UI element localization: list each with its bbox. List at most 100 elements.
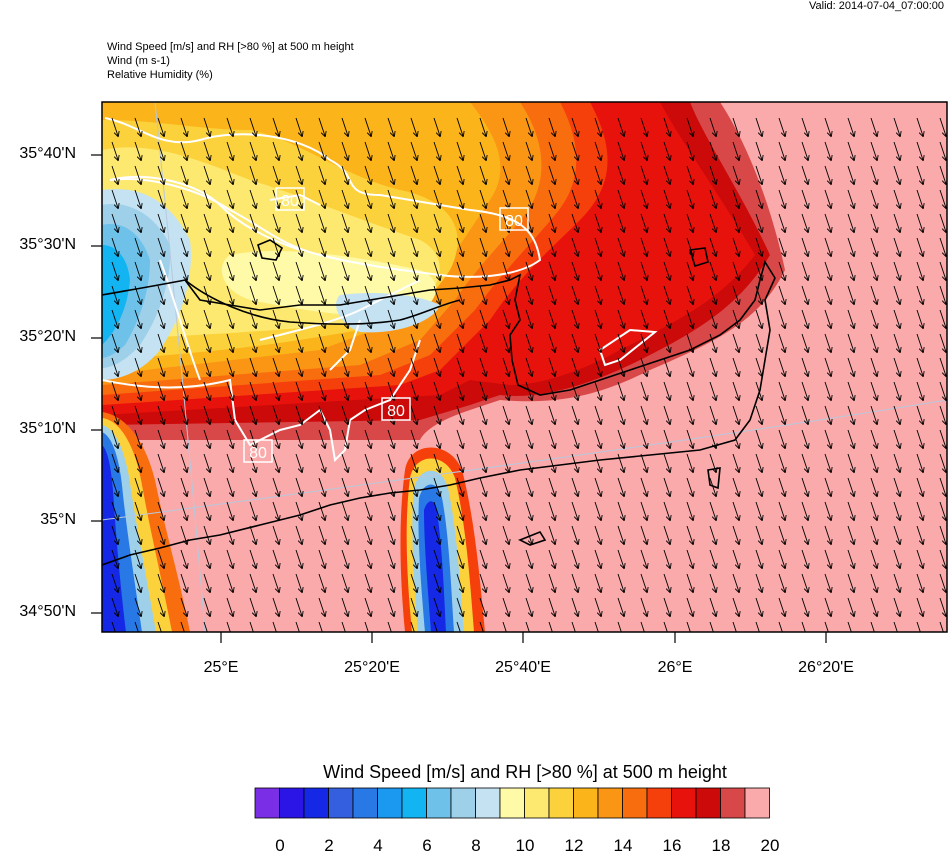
wind-vector <box>134 381 141 400</box>
wind-vector <box>870 573 877 592</box>
wind-vector <box>824 165 831 184</box>
wind-vector <box>295 165 302 184</box>
wind-vector <box>226 573 233 592</box>
wind-vector <box>134 453 141 472</box>
wind-vector <box>341 477 348 496</box>
wind-vector <box>939 405 946 424</box>
wind-vector <box>502 237 509 256</box>
wind-vector <box>732 165 739 184</box>
wind-vector <box>732 261 739 280</box>
wind-vector <box>111 405 118 424</box>
lat-label-6: 34°50'N <box>19 603 76 620</box>
wind-vector <box>939 525 946 544</box>
wind-vector <box>502 621 507 632</box>
wind-vector <box>318 357 325 376</box>
wind-vector <box>778 117 785 136</box>
wind-vector <box>732 549 739 568</box>
wind-vector <box>433 141 440 160</box>
wind-vector <box>157 141 164 160</box>
wind-vector <box>502 573 509 592</box>
wind-vector <box>134 621 139 632</box>
wind-vector <box>456 381 463 400</box>
rh-label-1: 80 <box>281 193 299 210</box>
wind-vector <box>157 309 164 328</box>
wind-vector <box>939 309 946 328</box>
wind-vector <box>617 189 624 208</box>
wind-vector <box>180 477 187 496</box>
wind-vector <box>410 309 417 328</box>
wind-vector <box>525 453 532 472</box>
wind-vector <box>847 405 854 424</box>
wind-vector <box>525 165 532 184</box>
wind-vector <box>916 597 923 616</box>
wind-vector <box>778 165 785 184</box>
wind-vector <box>824 309 831 328</box>
wind-vector <box>525 285 532 304</box>
wind-vector <box>755 453 762 472</box>
wind-vector <box>916 357 923 376</box>
wind-vector <box>778 333 785 352</box>
wind-vector <box>111 261 118 280</box>
wind-vector <box>732 189 739 208</box>
wind-vector <box>640 405 647 424</box>
wind-vector <box>456 357 463 376</box>
wind-vector <box>709 405 716 424</box>
wind-vector <box>801 573 808 592</box>
cb-tick-4: 4 <box>373 836 383 855</box>
wind-vector <box>548 141 555 160</box>
wind-vector <box>709 477 716 496</box>
wind-vector <box>778 453 785 472</box>
wind-vector <box>778 237 785 256</box>
wind-vector <box>341 261 348 280</box>
wind-vector <box>433 285 440 304</box>
wind-vector <box>870 453 877 472</box>
wind-vector <box>410 261 417 280</box>
wind-vector <box>180 141 187 160</box>
wind-vector <box>318 117 325 136</box>
wind-vector <box>180 429 187 448</box>
wind-vector <box>571 285 578 304</box>
wind-vector <box>525 189 532 208</box>
wind-vector <box>617 237 624 256</box>
colorbar-swatch <box>328 787 354 819</box>
wind-vector <box>640 477 647 496</box>
wind-vector <box>203 573 210 592</box>
wind-vector <box>801 381 808 400</box>
wind-vector <box>479 117 486 136</box>
wind-vector <box>111 501 118 520</box>
wind-vector <box>847 357 854 376</box>
wind-vector <box>157 429 164 448</box>
wind-vector <box>157 549 164 568</box>
wind-vector <box>410 381 417 400</box>
wind-vector <box>456 333 463 352</box>
wind-vector <box>341 549 348 568</box>
wind-vector <box>157 261 164 280</box>
wind-vector <box>318 333 325 352</box>
wind-vector <box>410 477 417 496</box>
wind-vector <box>686 141 693 160</box>
wind-vector <box>157 357 164 376</box>
wind-vector <box>571 381 578 400</box>
wind-vector <box>433 525 440 544</box>
wind-vector <box>203 429 210 448</box>
wind-vector <box>709 213 716 232</box>
title-line-3: Relative Humidity (%) <box>107 69 213 81</box>
wind-vector <box>755 309 762 328</box>
wind-vector <box>249 141 256 160</box>
wind-vector <box>870 501 877 520</box>
wind-vector <box>249 477 256 496</box>
wind-vector <box>341 429 348 448</box>
wind-vector <box>502 381 509 400</box>
wind-vector <box>203 141 210 160</box>
wind-vector <box>456 477 463 496</box>
wind-vector <box>180 357 187 376</box>
wind-vector <box>709 189 716 208</box>
wind-vector <box>755 285 762 304</box>
wind-vector <box>364 549 371 568</box>
wind-vector <box>778 285 785 304</box>
wind-vector <box>180 165 187 184</box>
wind-vector <box>456 405 463 424</box>
wind-vector <box>801 621 806 632</box>
wind-vector <box>410 333 417 352</box>
